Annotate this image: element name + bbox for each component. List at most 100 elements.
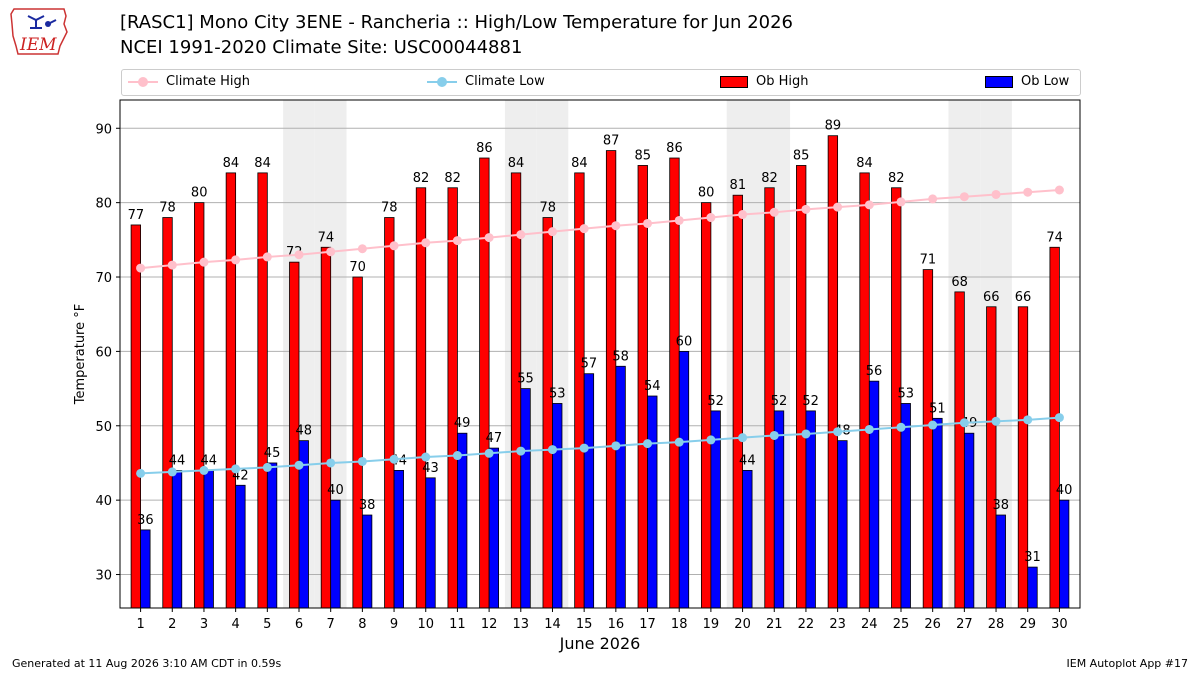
ob-high-label: 80 <box>191 186 208 201</box>
ob-high-swatch <box>720 75 748 88</box>
legend-label-climate-low: Climate Low <box>465 74 545 89</box>
ob-high-label: 78 <box>159 201 176 216</box>
x-tick-label: 18 <box>671 617 688 632</box>
x-tick-label: 30 <box>1051 617 1068 632</box>
ob-low-bar <box>678 350 690 609</box>
x-tick-label: 8 <box>358 617 366 632</box>
climate-high-point <box>199 257 209 267</box>
ob-low-bar <box>330 499 341 609</box>
y-tick-label: 60 <box>95 345 112 360</box>
y-tick-label: 50 <box>95 420 112 435</box>
ob-low-bar <box>140 529 151 609</box>
ob-low-label: 36 <box>137 513 154 528</box>
ob-low-swatch <box>985 75 1013 88</box>
ob-low-label: 52 <box>771 394 788 409</box>
x-tick-label: 25 <box>893 617 910 632</box>
climate-high-point <box>357 244 367 254</box>
climate-high-point <box>516 230 526 240</box>
ob-high-label: 78 <box>381 201 398 216</box>
x-tick-label: 15 <box>576 617 593 632</box>
logo-text: IEM <box>19 35 57 55</box>
y-axis-label: Temperature °F <box>73 304 88 405</box>
ob-high-bar <box>162 217 173 609</box>
ob-high-label: 82 <box>761 171 778 186</box>
climate-high-point <box>294 250 304 260</box>
ob-high-bar <box>320 246 332 609</box>
climate-high-point <box>452 236 462 246</box>
climate-high-point <box>769 207 779 217</box>
ob-low-label: 48 <box>295 424 312 439</box>
ob-low-bar <box>647 395 658 609</box>
ob-high-label: 84 <box>254 156 271 171</box>
climate-low-point <box>1023 415 1033 425</box>
climate-low-point <box>326 458 336 468</box>
climate-high-line <box>140 188 1060 270</box>
x-tick-label: 29 <box>1019 617 1036 632</box>
climate-high-point <box>991 189 1001 199</box>
ob-high-bar <box>796 165 807 609</box>
climate-high-point <box>611 221 621 231</box>
ob-high-label: 66 <box>983 290 1000 305</box>
ob-low-label: 44 <box>200 453 217 468</box>
ob-high-label: 66 <box>1015 290 1032 305</box>
climate-low-point <box>136 468 146 478</box>
ob-high-label: 85 <box>634 148 651 163</box>
legend-item-ob-high: Ob High <box>720 74 809 89</box>
climate-low-point <box>706 435 716 445</box>
chart-subtitle: NCEI 1991-2020 Climate Site: USC00044881 <box>120 37 523 58</box>
ob-high-bar <box>415 187 427 609</box>
ob-high-bar <box>859 172 870 609</box>
climate-low-point <box>294 460 304 470</box>
ob-high-bar <box>922 269 934 609</box>
climate-low-point <box>199 465 209 475</box>
ob-low-bar <box>805 410 816 609</box>
ob-high-label: 68 <box>951 275 968 290</box>
ob-low-bar <box>963 432 975 609</box>
x-tick-label: 1 <box>136 617 144 632</box>
ob-low-bar <box>1059 499 1070 609</box>
ob-high-label: 80 <box>698 186 715 201</box>
ob-low-bar <box>583 373 595 609</box>
climate-low-point <box>643 439 653 449</box>
ob-high-bar <box>732 194 743 609</box>
plot-frame <box>119 99 1081 609</box>
climate-high-point <box>896 197 906 207</box>
x-tick-label: 27 <box>956 617 973 632</box>
ob-low-bar <box>868 380 880 609</box>
ob-low-label: 43 <box>422 461 439 476</box>
x-tick-label: 12 <box>481 617 498 632</box>
x-tick-label: 7 <box>327 617 335 632</box>
ob-low-label: 52 <box>802 394 819 409</box>
ob-low-bar <box>742 470 753 609</box>
ob-low-label: 38 <box>993 498 1010 513</box>
climate-high-point <box>326 247 336 257</box>
climate-high-point <box>579 224 589 234</box>
ob-low-label: 49 <box>454 416 471 431</box>
ob-low-bar <box>425 477 436 609</box>
ob-low-bar <box>900 403 911 609</box>
app-id-label: IEM Autoplot App #17 <box>1066 657 1189 670</box>
ob-high-label: 84 <box>223 156 240 171</box>
ob-high-bar <box>669 157 680 609</box>
ob-high-label: 84 <box>508 156 525 171</box>
ob-low-bar <box>266 462 278 609</box>
climate-low-point <box>928 420 938 430</box>
legend-label-climate-high: Climate High <box>166 74 251 89</box>
climate-high-point <box>136 263 146 273</box>
x-tick-label: 28 <box>988 617 1005 632</box>
ob-high-label: 84 <box>571 156 588 171</box>
ob-high-label: 71 <box>920 253 937 268</box>
ob-low-label: 55 <box>517 372 534 387</box>
x-tick-label: 5 <box>263 617 271 632</box>
ob-low-label: 47 <box>486 431 503 446</box>
x-tick-label: 22 <box>798 617 815 632</box>
ob-low-bar <box>615 365 626 609</box>
climate-high-point <box>231 255 241 265</box>
ob-low-bar <box>361 514 373 609</box>
ob-low-label: 58 <box>612 349 629 364</box>
climate-low-point <box>896 422 906 432</box>
climate-low-point <box>231 464 241 474</box>
ob-high-bar <box>479 157 490 609</box>
legend-item-climate-high: Climate High <box>128 74 250 89</box>
